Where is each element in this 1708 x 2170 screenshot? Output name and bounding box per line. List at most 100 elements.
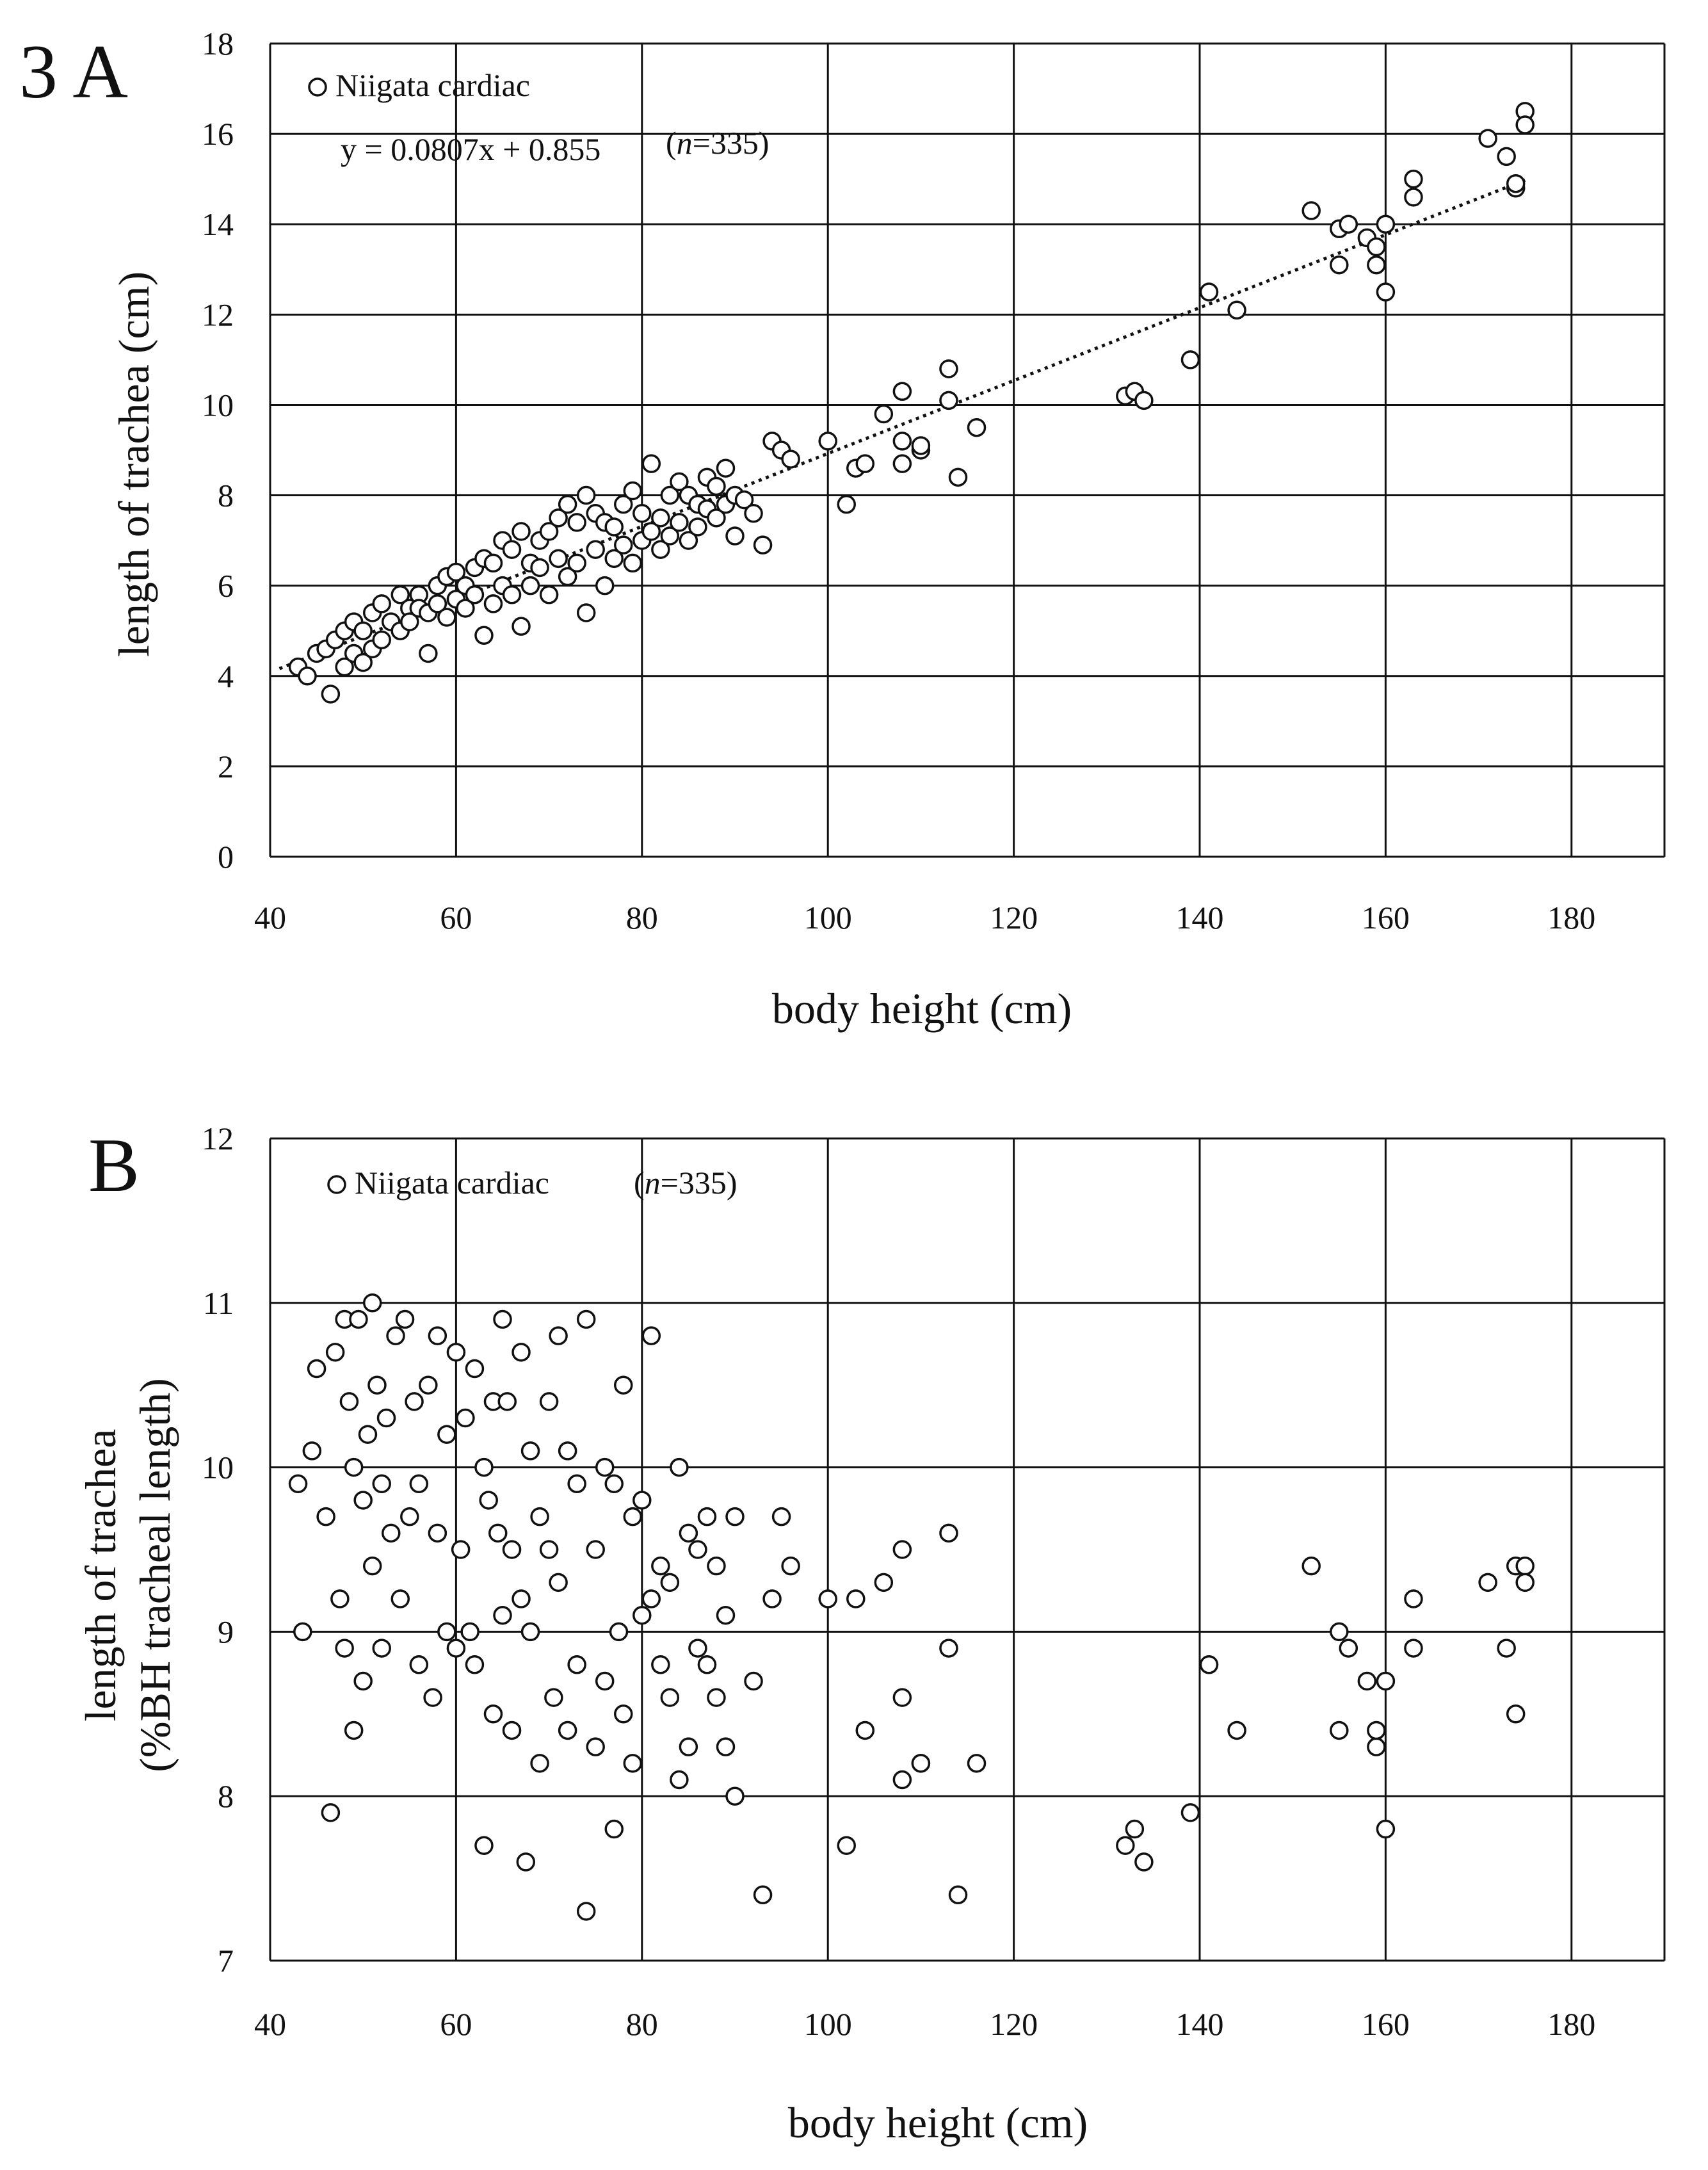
chart-b-point [762, 1589, 782, 1608]
chart-a-point [725, 526, 745, 546]
chart-b-point [437, 1425, 456, 1444]
chart-a-point [734, 490, 754, 510]
chart-b-point [892, 1540, 912, 1559]
chart-b-point [530, 1507, 549, 1526]
chart-a-point [1330, 255, 1349, 275]
chart-b-point [651, 1655, 670, 1674]
chart-a-point [539, 522, 559, 541]
chart-a-point [483, 553, 503, 573]
chart-b-legend: Niigata cardiac [327, 1165, 549, 1201]
chart-b-point [609, 1622, 629, 1642]
chart-b-y-axis-title-line2: (%BH tracheal length) [131, 1378, 179, 1772]
chart-a-point [707, 508, 726, 528]
chart-a-y-tick-label: 16 [202, 116, 234, 152]
chart-b-point [586, 1540, 605, 1559]
chart-b-point [1339, 1639, 1358, 1658]
chart-b-y-tick-label: 9 [218, 1614, 234, 1649]
panel-label-b: B [88, 1122, 140, 1208]
chart-a-point [512, 522, 531, 541]
chart-b-point [446, 1343, 466, 1362]
chart-b-point [530, 1754, 549, 1773]
chart-b-point [316, 1507, 335, 1526]
chart-a-point [818, 432, 837, 451]
chart-a-point [892, 454, 912, 473]
chart-b-point [335, 1639, 354, 1658]
chart-a-point [446, 562, 466, 582]
chart-a-point [604, 517, 624, 537]
chart-b-y-axis-title-line1: length of trachea [76, 1429, 125, 1722]
chart-a-point [1404, 188, 1423, 207]
chart-b-point [516, 1852, 536, 1872]
chart-a-point [567, 513, 586, 532]
chart-b-point [395, 1309, 415, 1329]
chart-b-point [493, 1309, 512, 1329]
chart-b-y-tick-label: 7 [218, 1943, 234, 1979]
chart-b-x-tick-label: 40 [254, 2006, 286, 2042]
chart-b-point [892, 1770, 912, 1790]
chart-b-point [1376, 1819, 1396, 1839]
chart-a-x-tick-label: 60 [440, 900, 472, 935]
chart-b-point [855, 1721, 875, 1740]
chart-b-point [544, 1688, 563, 1707]
chart-b-point [576, 1902, 596, 1921]
chart-b-point [362, 1293, 382, 1313]
chart-b-point [372, 1639, 391, 1658]
chart-a-point [502, 540, 522, 559]
chart-b-point [892, 1688, 912, 1707]
chart-a-point [651, 508, 670, 528]
chart-a-point [372, 594, 391, 613]
chart-b-point [725, 1786, 745, 1806]
chart-b-point [483, 1704, 503, 1724]
chart-b-point [679, 1737, 698, 1756]
chart-b-point [353, 1491, 373, 1510]
chart-b-point [623, 1754, 643, 1773]
chart-b-point [497, 1392, 517, 1411]
chart-b-point [771, 1507, 791, 1526]
chart-b-point [460, 1622, 479, 1642]
chart-b-point [567, 1474, 586, 1494]
chart-b-x-tick-label: 120 [990, 2006, 1038, 2042]
chart-a-point [437, 608, 456, 627]
chart-a-point [419, 644, 438, 663]
chart-a-point [781, 449, 800, 469]
chart-b-point [474, 1457, 494, 1477]
chart-a-point [372, 630, 391, 650]
chart-b-point [874, 1573, 894, 1592]
chart-b-point [576, 1309, 596, 1329]
chart-b-y-tick-label: 11 [203, 1285, 234, 1321]
chart-b-point [339, 1392, 359, 1411]
chart-b-point [707, 1556, 726, 1576]
chart-a-n-label: (n=335) [666, 125, 769, 161]
chart-a-point [335, 657, 354, 677]
chart-a-point [400, 612, 419, 631]
chart-a-point [474, 626, 494, 645]
chart-a-point [837, 494, 856, 514]
chart-b-point [358, 1425, 378, 1444]
chart-a-point [1478, 129, 1497, 148]
chart-a-y-tick-label: 8 [218, 478, 234, 514]
chart-a-point [549, 549, 568, 569]
chart-b-point [549, 1573, 568, 1592]
chart-b-point [697, 1655, 717, 1674]
chart-a-x-tick-label: 120 [990, 900, 1038, 935]
chart-b-point [386, 1326, 405, 1345]
chart-b-point [688, 1639, 707, 1658]
chart-b-point [679, 1523, 698, 1543]
chart-b-x-tick-label: 160 [1362, 2006, 1410, 2042]
chart-b-point [818, 1589, 837, 1608]
chart-a-y-tick-label: 6 [218, 568, 234, 604]
chart-a-point [353, 621, 373, 640]
chart-b-point [405, 1392, 424, 1411]
chart-b-point [520, 1622, 540, 1642]
chart-a-equation: y = 0.0807x + 0.855 [341, 131, 600, 167]
chart-a-point [744, 504, 763, 523]
chart-b-point [451, 1540, 471, 1559]
chart-a-point [576, 485, 596, 505]
chart-b-point [651, 1556, 670, 1576]
chart-a-point [1404, 169, 1423, 189]
chart-b-point [846, 1589, 866, 1608]
chart-a-point [651, 540, 670, 559]
chart-a-y-tick-labels: 0 2 4 6 8 10 12 14 16 18 [202, 26, 234, 875]
chart-b-point [539, 1540, 559, 1559]
chart-b-point [753, 1885, 773, 1905]
